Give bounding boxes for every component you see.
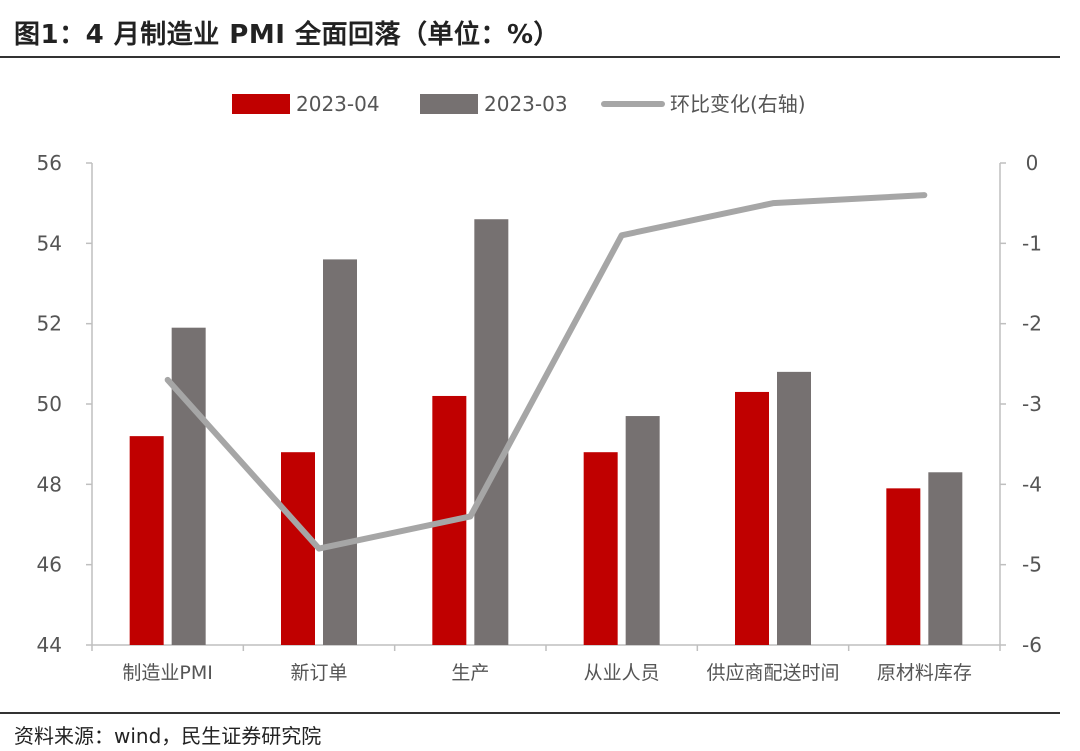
right-tick-label: -2 [1022,312,1042,336]
chart-title: 图1：4 月制造业 PMI 全面回落（单位：%） [14,20,560,50]
bar-2023-03-生产 [474,219,509,645]
legend-label: 2023-04 [296,92,380,116]
title-divider [0,56,1060,58]
legend-swatch-2023-03 [420,94,478,114]
bar-2023-03-新订单 [323,259,357,645]
line-point-新订单 [316,546,322,552]
category-label: 制造业PMI [122,662,212,684]
legend-swatch-2023-04 [232,94,290,114]
bar-2023-03-制造业PMI [171,327,206,645]
left-tick-label: 52 [37,312,62,336]
right-tick-label: 0 [1026,151,1039,175]
right-tick-label: -3 [1022,392,1042,416]
line-point-制造业PMI [165,377,171,383]
line-point-原材料库存 [921,192,927,198]
legend-label: 环比变化(右轴) [670,92,806,116]
right-tick-label: -6 [1022,633,1042,657]
right-tick-label: -1 [1022,231,1042,255]
line-series [164,192,928,552]
left-tick-label: 50 [37,392,62,416]
category-label: 从业人员 [584,662,660,684]
line-path [164,192,928,552]
category-label: 原材料库存 [877,662,972,684]
legend: 2023-04 2023-03 环比变化(右轴) [232,92,806,116]
left-tick-label: 48 [37,472,62,496]
bar-2023-04-制造业PMI [129,436,164,645]
line-point-供应商配送时间 [770,200,776,206]
line-point-从业人员 [619,232,625,238]
category-label: 生产 [451,662,489,684]
legend-label: 2023-03 [484,92,568,116]
right-tick-label: -5 [1022,553,1042,577]
left-tick-label: 46 [37,553,62,577]
bar-2023-04-供应商配送时间 [735,391,769,645]
source-note: 资料来源：wind，民生证券研究院 [14,724,322,748]
bar-2023-04-从业人员 [583,452,618,645]
bar-2023-04-新订单 [281,452,315,645]
bars [129,219,963,645]
bar-2023-03-原材料库存 [928,472,963,645]
category-label: 新订单 [290,662,347,684]
axes: 56 54 52 50 48 46 44 0 -1 -2 -3 -4 -5 -6 [37,151,1042,657]
category-label: 供应商配送时间 [706,662,839,684]
left-tick-label: 54 [37,231,62,255]
bar-2023-04-原材料库存 [886,488,921,645]
bar-2023-03-供应商配送时间 [777,371,811,645]
right-tick-label: -4 [1022,472,1042,496]
bar-2023-03-从业人员 [625,416,660,645]
left-tick-label: 44 [37,633,62,657]
left-tick-label: 56 [37,151,62,175]
line-point-生产 [467,513,473,519]
category-labels: 制造业PMI 新订单 生产 从业人员 供应商配送时间 原材料库存 [122,662,971,684]
footer-divider [0,712,1060,714]
